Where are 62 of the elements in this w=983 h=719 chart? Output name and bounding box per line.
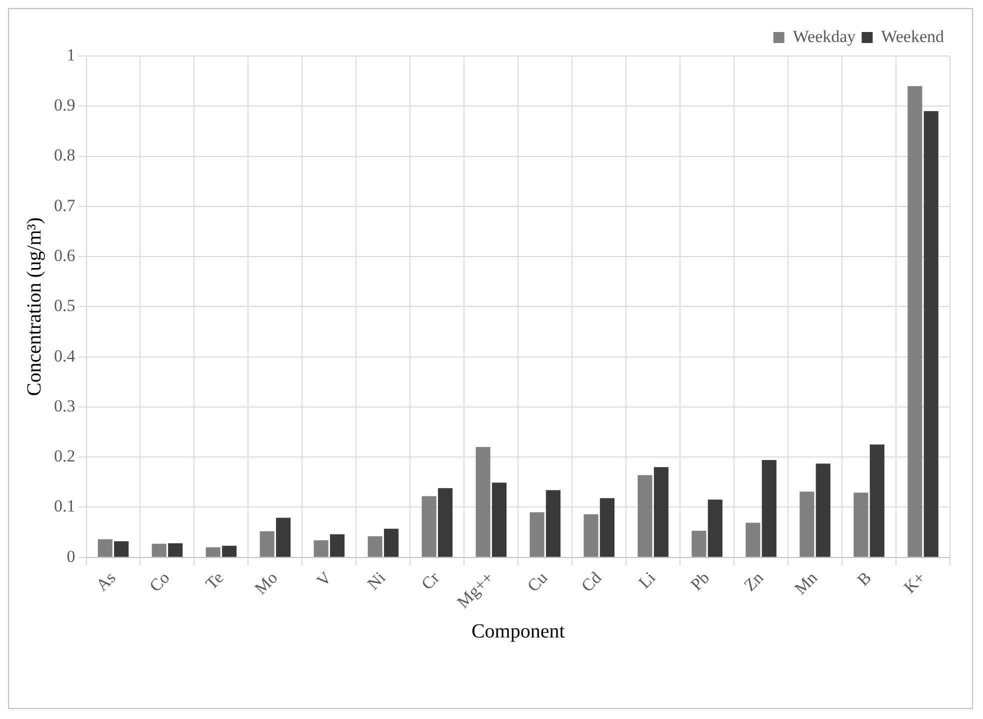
bar [908,86,922,557]
x-tick-label: Zn [740,568,768,595]
y-tick-label: 1 [66,45,76,64]
x-tick-label: Co [146,568,174,596]
bar [762,460,776,557]
y-tick-label: 0 [66,546,76,566]
bar [600,498,614,557]
y-tick-label: 0.9 [54,96,76,115]
bar [638,475,652,557]
bar [422,496,436,557]
bar [260,531,274,557]
bar [492,482,507,557]
bar [546,490,561,557]
bar [870,444,884,557]
bar [924,111,938,557]
x-tick-label: K+ [900,568,929,597]
x-axis-title: Component [471,620,566,642]
bar [368,536,382,557]
x-tick-label: Te [202,568,228,594]
bar [476,447,490,557]
bar [816,464,830,557]
y-tick-label: 0.3 [54,396,76,416]
y-tick-label: 0.7 [54,196,76,215]
y-tick-label: 0.4 [54,346,76,366]
legend-label: Weekday [792,26,856,46]
bar [98,539,112,557]
x-tick-label: V [313,568,336,590]
bar [314,540,328,557]
bar [854,492,868,557]
x-tick-label: Li [634,568,660,592]
y-tick-label: 0.1 [54,496,76,516]
bar [438,488,453,557]
bar [708,500,722,557]
y-tick-label: 0.2 [54,446,76,466]
bar [746,522,760,557]
x-tick-label: Cd [578,568,606,596]
bar [276,518,291,557]
x-tick-label: Cu [524,568,552,596]
y-tick-label: 0.6 [54,246,76,265]
bar [584,514,598,557]
bar [800,492,814,557]
bar [692,530,706,557]
x-tick-label: As [92,568,120,595]
bar [384,528,399,557]
y-axis-title: Concentration (ug/m³) [23,217,46,396]
x-tick-label: Mo [251,568,282,598]
bar [330,534,345,557]
bar [114,541,129,557]
x-tick-label: Pb [686,568,714,594]
x-tick-label: Cr [418,568,444,594]
x-tick-label: Mn [790,568,822,598]
bar [152,544,166,557]
bar [530,512,544,557]
bar [654,467,668,557]
y-tick-label: 0.5 [54,296,76,316]
x-tick-label: B [854,568,876,590]
legend-label: Weekend [881,26,944,46]
bar [168,543,183,557]
bar [206,547,220,557]
y-tick-label: 0.8 [54,146,76,165]
x-tick-label: Ni [364,568,390,594]
bar [222,546,237,557]
